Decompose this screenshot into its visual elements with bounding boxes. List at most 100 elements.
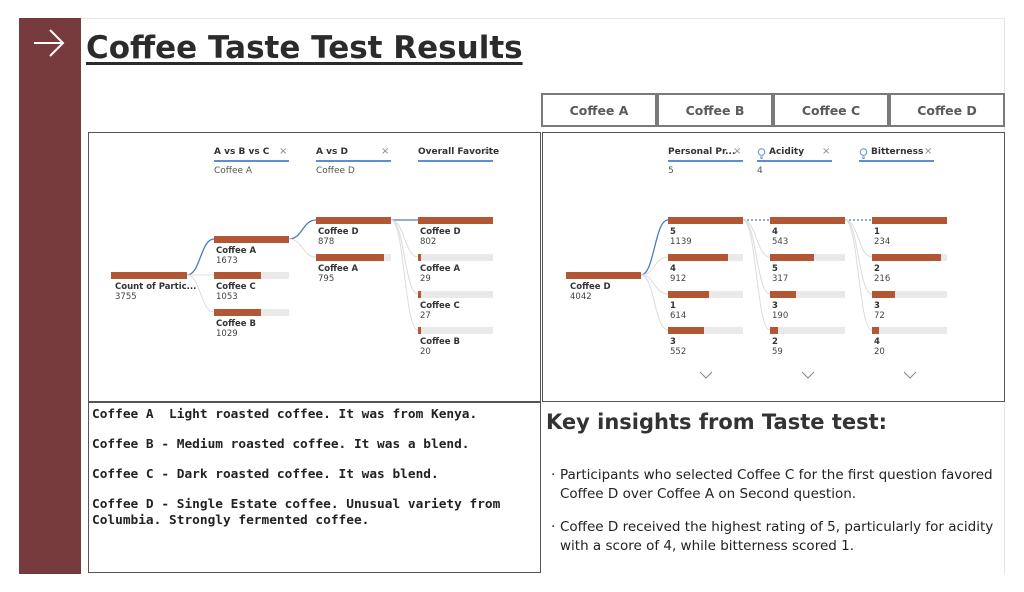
column-header[interactable]: Bitterness [871,147,924,157]
close-icon[interactable]: × [924,146,933,157]
chevron-down-icon[interactable] [903,371,917,379]
bar-fill[interactable] [418,291,421,298]
node-value: 543 [772,237,789,247]
bar-fill[interactable] [770,217,845,224]
bar-fill[interactable] [668,291,709,298]
tab-coffee-d[interactable]: Coffee D [889,93,1005,127]
bar-fill[interactable] [668,217,743,224]
column-header[interactable]: A vs D [316,147,348,157]
bar-fill[interactable] [316,254,385,261]
node-value: 1053 [216,292,238,302]
column-underline [668,160,743,162]
node-value: 1139 [670,237,692,247]
bar-fill[interactable] [418,327,421,334]
close-icon[interactable]: × [733,146,742,157]
bar-fill[interactable] [770,291,797,298]
close-icon[interactable]: × [279,146,288,157]
bar-track [418,254,493,261]
node-label: 1 [874,227,880,237]
close-icon[interactable]: × [483,146,492,157]
page-title: Coffee Taste Test Results [86,30,523,66]
chevron-down-icon[interactable] [699,371,713,379]
node-label: Coffee A [420,264,461,274]
bar-fill[interactable] [418,254,421,261]
root-bar[interactable] [566,272,641,279]
node-label: 4 [670,264,676,274]
column-underline [214,160,289,162]
lightbulb-icon [859,148,868,159]
bar-fill[interactable] [418,217,493,224]
node-value: 29 [420,274,431,284]
tab-coffee-b[interactable]: Coffee B [657,93,773,127]
bar-track [872,327,947,334]
node-label: Coffee A [216,246,257,256]
bar-fill[interactable] [214,309,261,316]
close-icon[interactable]: × [381,146,390,157]
arrow-right-icon[interactable] [32,28,66,58]
node-value: 20 [874,347,885,357]
column-underline [757,160,832,162]
node-value: 912 [670,274,687,284]
tab-coffee-a[interactable]: Coffee A [541,93,657,127]
tab-coffee-c[interactable]: Coffee C [773,93,889,127]
description-coffee-c: Coffee C - Dark roasted coffee. It was b… [92,467,439,482]
column-header[interactable]: Overall Favorite [418,147,500,157]
node-label: 2 [874,264,880,274]
left-decomposition-tree [88,132,541,402]
root-label: Count of Partic... [115,282,197,292]
root-label: Coffee D [570,282,611,292]
insight-text: Participants who selected Coffee C for t… [560,467,993,502]
sidebar [19,18,81,574]
column-header[interactable]: Acidity [769,147,805,157]
bar-fill[interactable] [668,327,704,334]
right-decomposition-tree [542,132,1005,402]
node-label: 1 [670,301,676,311]
node-label: 3 [874,301,880,311]
description-panel [88,402,541,573]
lightbulb-icon [757,148,766,159]
node-value: 317 [772,274,789,284]
node-value: 614 [670,311,687,321]
bar-fill[interactable] [214,236,289,243]
insight-bullet: · Coffee D received the highest rating o… [551,518,996,556]
node-label: Coffee D [420,227,461,237]
bar-fill[interactable] [872,327,879,334]
bullet-dot: · [551,467,556,483]
bar-fill[interactable] [872,254,941,261]
column-header[interactable]: Personal Pr... [668,147,736,157]
column-selected-value: Coffee A [214,166,253,176]
node-label: Coffee A [318,264,359,274]
insight-text: Coffee D received the highest rating of … [560,519,994,554]
node-value: 190 [772,311,789,321]
bar-fill[interactable] [770,254,814,261]
bar-fill[interactable] [872,217,947,224]
root-value: 4042 [570,292,592,302]
bar-track [770,291,845,298]
column-selected-value: Coffee D [316,166,355,176]
bar-fill[interactable] [316,217,391,224]
node-value: 59 [772,347,783,357]
top-border [81,18,1005,19]
node-value: 878 [318,237,335,247]
bar-fill[interactable] [214,272,262,279]
node-value: 552 [670,347,687,357]
bar-fill[interactable] [668,254,728,261]
close-icon[interactable]: × [822,146,831,157]
node-value: 802 [420,237,437,247]
node-value: 216 [874,274,891,284]
node-value: 795 [318,274,335,284]
column-selected-value: 4 [757,166,763,176]
node-label: Coffee B [216,319,256,329]
insight-bullet: · Participants who selected Coffee C for… [551,466,996,504]
node-label: Coffee C [216,282,256,292]
node-label: 5 [772,264,778,274]
bar-fill[interactable] [872,291,896,298]
column-underline [316,160,391,162]
chevron-down-icon[interactable] [801,371,815,379]
insights-title: Key insights from Taste test: [546,410,888,434]
column-header[interactable]: A vs B vs C [214,147,270,157]
bar-fill[interactable] [770,327,779,334]
root-bar[interactable] [111,272,187,279]
node-label: 4 [874,337,880,347]
